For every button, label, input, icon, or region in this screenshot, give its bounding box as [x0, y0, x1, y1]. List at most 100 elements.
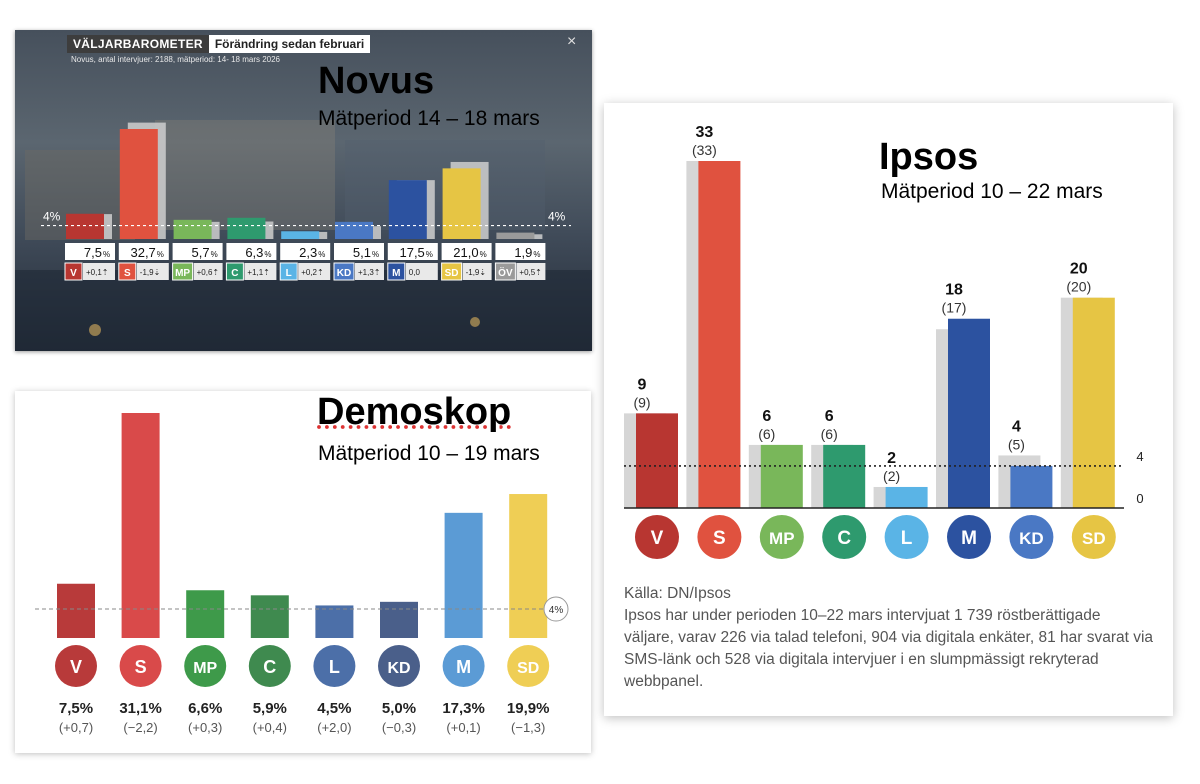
- demoskop-chart: V 7,5% (+0,7) S 31,1% (−2,2) MP 6,6% (+0,3) C 5,9%…: [35, 413, 569, 735]
- ipsos-bar-l: [885, 486, 928, 508]
- demoskop-change-sd: (−1,3): [511, 720, 545, 735]
- novus-value-pct-l: %: [318, 250, 325, 259]
- demoskop-panel: Demoskop Mätperiod 10 – 19 mars V 7,5% (+0…: [15, 391, 591, 753]
- novus-party-label-sd: SD: [445, 268, 459, 279]
- novus-value-v: 7,5: [84, 245, 102, 260]
- novus-change-box-öv: [516, 263, 546, 280]
- ipsos-prev-value-l: (2): [883, 468, 900, 484]
- demoskop-value-l: 4,5%: [317, 700, 351, 717]
- demoskop-threshold-badge: [543, 596, 569, 622]
- demoskop-change-c: (+0,4): [253, 720, 287, 735]
- demoskop-bar-m: [444, 512, 483, 638]
- novus-threshold-label-right: 4%: [548, 210, 566, 224]
- demoskop-value-kd: 5,0%: [382, 700, 416, 717]
- novus-party-label-kd: KD: [337, 268, 351, 279]
- ipsos-axis-label-0: 0: [1136, 491, 1143, 506]
- novus-bar-s: [119, 129, 158, 239]
- novus-bar-sd: [442, 168, 481, 239]
- novus-value-pct-mp: %: [211, 250, 218, 259]
- demoskop-bar-sd: [509, 494, 548, 638]
- novus-value-box-öv: [495, 243, 546, 260]
- demoskop-party-label-v: V: [70, 657, 82, 677]
- demoskop-change-s: (−2,2): [123, 720, 157, 735]
- demoskop-party-badge-l: [313, 645, 356, 687]
- novus-value-pct-c: %: [264, 250, 271, 259]
- demoskop-value-c: 5,9%: [253, 700, 287, 717]
- novus-change-box-l: [298, 263, 331, 280]
- ipsos-chart: 9(9)V33(33)S6(6)MP6(6)C2(2)L18(17)M4(5)K…: [624, 124, 1144, 559]
- novus-party-chip-kd: [333, 262, 355, 281]
- ipsos-party-badge-v: [635, 515, 679, 559]
- ipsos-axis-label-4: 4: [1136, 449, 1143, 464]
- ipsos-value-mp: 6: [762, 408, 771, 425]
- novus-change-öv: +0,5⇡: [519, 268, 542, 277]
- ipsos-party-label-l: L: [901, 528, 913, 549]
- demoskop-party-badge-mp: [184, 645, 227, 687]
- ipsos-party-label-kd: KD: [1019, 529, 1044, 548]
- ipsos-bar-c: [823, 444, 866, 508]
- ipsos-value-sd: 20: [1070, 261, 1088, 278]
- novus-value-pct-öv: %: [533, 250, 540, 259]
- novus-party-chip-sd: [441, 262, 463, 281]
- novus-change-v: +0,1⇡: [86, 268, 109, 277]
- demoskop-party-label-m: M: [456, 657, 471, 677]
- ipsos-source-title: Källa: DN/Ipsos: [624, 585, 731, 602]
- ipsos-value-s: 33: [696, 124, 714, 141]
- ipsos-prev-value-kd: (5): [1008, 436, 1025, 452]
- novus-value-m: 17,5: [399, 245, 424, 260]
- demoskop-value-mp: 6,6%: [188, 700, 222, 717]
- novus-change-box-mp: [193, 263, 223, 280]
- demoskop-change-mp: (+0,3): [188, 720, 222, 735]
- novus-panel: VÄLJARBAROMETER Förändring sedan februar…: [15, 30, 592, 351]
- demoskop-bar-mp: [186, 590, 225, 638]
- novus-value-box-mp: [172, 243, 223, 260]
- ipsos-party-badge-l: [884, 515, 929, 559]
- demoskop-change-kd: (−0,3): [382, 720, 416, 735]
- ipsos-source-text: Ipsos har under perioden 10–22 mars inte…: [624, 607, 1154, 690]
- novus-header: VÄLJARBAROMETER Förändring sedan februar…: [67, 35, 371, 53]
- novus-bar-v: [66, 213, 104, 239]
- novus-value-l: 2,3: [299, 245, 317, 260]
- novus-threshold-label-left: 4%: [43, 210, 61, 224]
- novus-party-chip-m: [387, 262, 406, 281]
- novus-header-tab[interactable]: Förändring sedan februari: [208, 35, 371, 53]
- novus-value-box-l: [280, 243, 331, 260]
- demoskop-change-m: (+0,1): [446, 720, 480, 735]
- novus-party-chip-l: [279, 262, 298, 281]
- demoskop-party-label-c: C: [263, 657, 276, 677]
- demoskop-bar-v: [57, 583, 95, 638]
- novus-value-sd: 21,0: [453, 245, 478, 260]
- ipsos-bar-m: [948, 318, 990, 508]
- ipsos-party-label-c: C: [837, 528, 851, 549]
- novus-value-box-sd: [441, 243, 492, 260]
- novus-change-box-v: [83, 263, 115, 280]
- demoskop-bar-kd: [380, 601, 418, 638]
- demoskop-bar-c: [250, 595, 289, 638]
- demoskop-party-label-kd: KD: [387, 660, 410, 677]
- novus-header-label: VÄLJARBAROMETER: [67, 35, 209, 53]
- ipsos-party-badge-c: [822, 515, 867, 559]
- novus-change-box-m: [405, 263, 438, 280]
- novus-value-pct-s: %: [157, 250, 164, 259]
- demoskop-value-m: 17,3%: [442, 700, 485, 717]
- novus-value-box-v: [65, 243, 115, 260]
- demoskop-party-badge-kd: [378, 645, 420, 687]
- novus-value-box-c: [226, 243, 277, 260]
- ipsos-party-badge-s: [697, 515, 742, 559]
- novus-chart: 7,5 % V +0,1⇡ 32,7 % S -1,9⇣ 5,7 % MP +0,6⇡ 6,3 % C +1,…: [41, 122, 571, 281]
- ipsos-party-badge-m: [947, 515, 991, 559]
- ipsos-bar-v: [636, 413, 678, 508]
- novus-change-box-sd: [462, 263, 492, 280]
- ipsos-party-label-s: S: [713, 528, 726, 549]
- novus-value-box-m: [387, 243, 438, 260]
- demoskop-value-sd: 19,9%: [507, 700, 550, 717]
- novus-value-pct-m: %: [426, 250, 433, 259]
- novus-change-kd: +1,3⇡: [358, 268, 381, 277]
- novus-period: Mätperiod 14 – 18 mars: [318, 107, 540, 130]
- novus-party-chip-s: [118, 262, 137, 281]
- demoskop-party-label-sd: SD: [517, 660, 539, 677]
- ipsos-bar-s: [698, 161, 741, 508]
- close-icon[interactable]: ×: [567, 33, 577, 50]
- novus-bar-mp: [173, 219, 212, 239]
- novus-value-mp: 5,7: [192, 245, 210, 260]
